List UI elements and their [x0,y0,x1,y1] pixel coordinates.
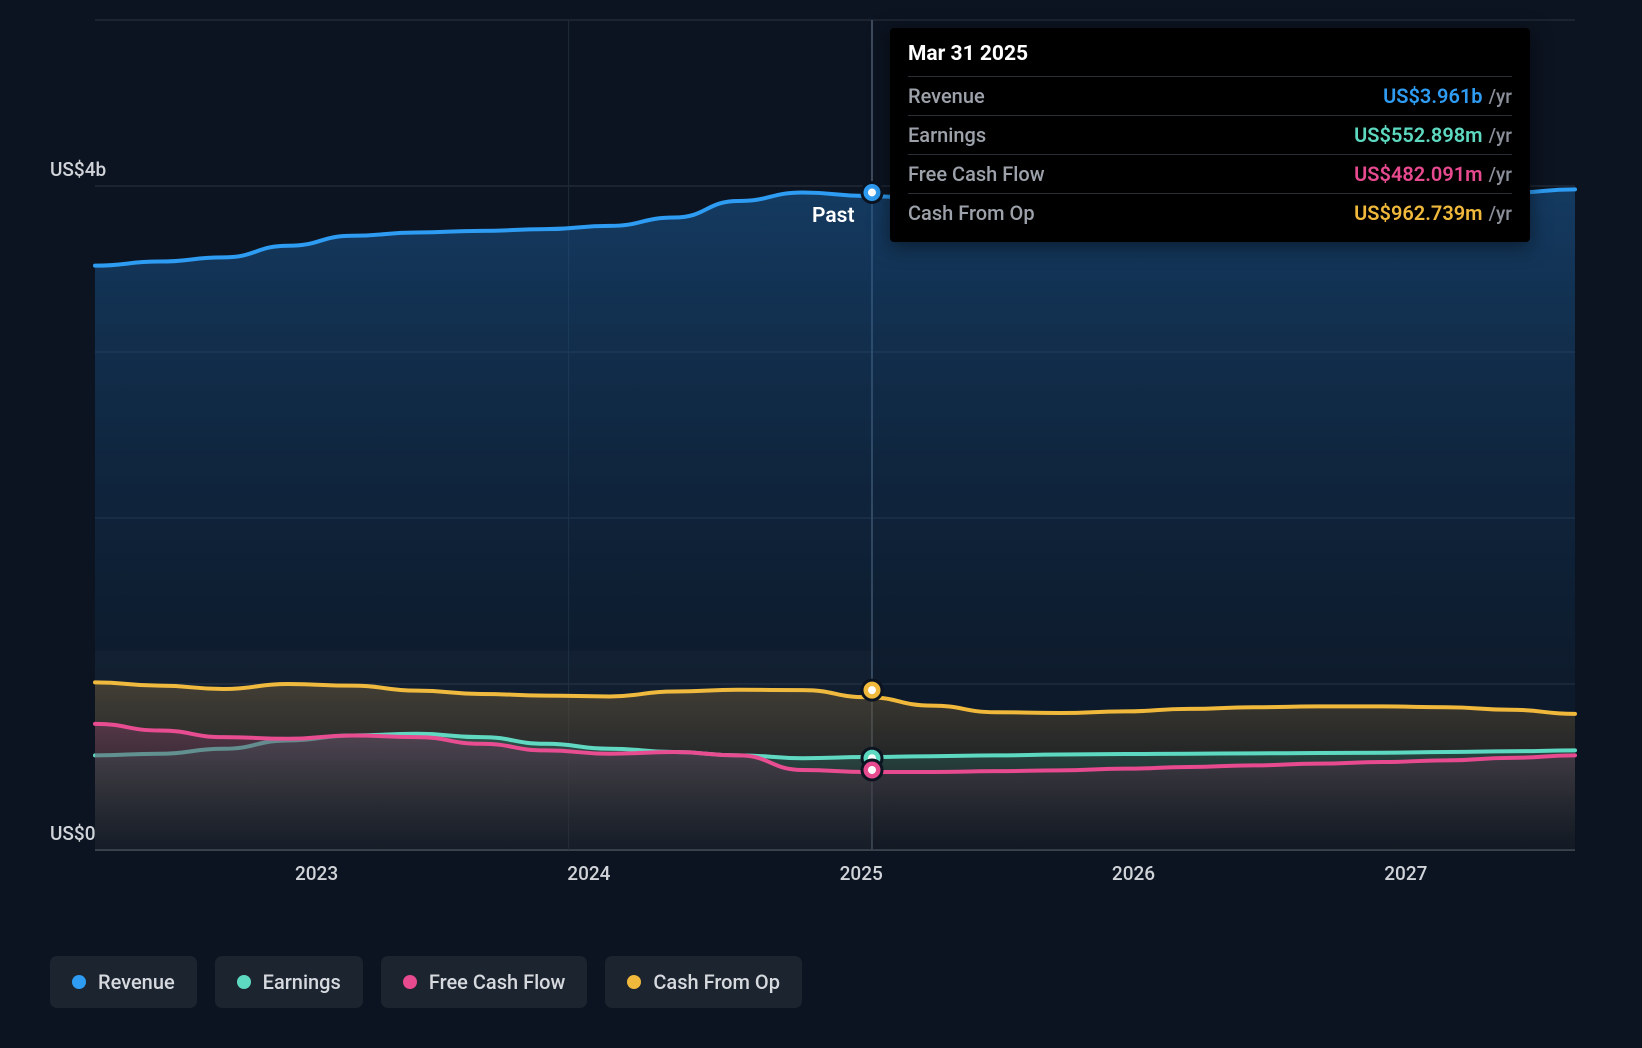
tooltip-row: Earnings US$552.898m/yr [908,115,1512,154]
tooltip-row-label: Earnings [908,123,986,147]
x-axis-label: 2025 [840,862,883,885]
past-label: Past [812,204,855,228]
tooltip-row-unit: /yr [1489,85,1512,108]
tooltip-row: Free Cash Flow US$482.091m/yr [908,154,1512,193]
tooltip-row-unit: /yr [1489,124,1512,147]
tooltip-row-value: US$962.739m [1354,201,1482,225]
tooltip: Mar 31 2025 Revenue US$3.961b/yr Earnings US… [890,28,1530,242]
tooltip-row-value: US$482.091m [1354,162,1482,186]
legend-item[interactable]: Free Cash Flow [381,956,588,1008]
legend: Revenue Earnings Free Cash Flow Cash From O… [50,956,802,1008]
financial-chart: US$0US$4b20232024202520262027PastAnalyst… [50,20,1610,900]
legend-dot-icon [72,975,86,989]
legend-label: Revenue [98,970,175,994]
x-axis-label: 2024 [567,862,610,885]
legend-label: Earnings [263,970,341,994]
legend-dot-icon [237,975,251,989]
tooltip-row-value: US$3.961b [1383,84,1482,108]
x-axis-label: 2026 [1112,862,1155,885]
legend-dot-icon [403,975,417,989]
tooltip-row: Revenue US$3.961b/yr [908,76,1512,115]
tooltip-title: Mar 31 2025 [908,42,1512,66]
y-axis-label: US$0 [50,822,96,845]
tooltip-row-unit: /yr [1489,163,1512,186]
legend-label: Cash From Op [653,970,780,994]
legend-item[interactable]: Earnings [215,956,363,1008]
legend-dot-icon [627,975,641,989]
tooltip-row-value: US$552.898m [1354,123,1482,147]
x-axis-label: 2027 [1384,862,1427,885]
x-axis-label: 2023 [295,862,338,885]
legend-item[interactable]: Revenue [50,956,197,1008]
tooltip-row-label: Revenue [908,84,985,108]
y-axis-label: US$4b [50,158,106,181]
tooltip-row: Cash From Op US$962.739m/yr [908,193,1512,232]
legend-label: Free Cash Flow [429,970,566,994]
tooltip-row-label: Free Cash Flow [908,162,1045,186]
legend-item[interactable]: Cash From Op [605,956,802,1008]
tooltip-row-label: Cash From Op [908,201,1035,225]
tooltip-row-unit: /yr [1489,202,1512,225]
